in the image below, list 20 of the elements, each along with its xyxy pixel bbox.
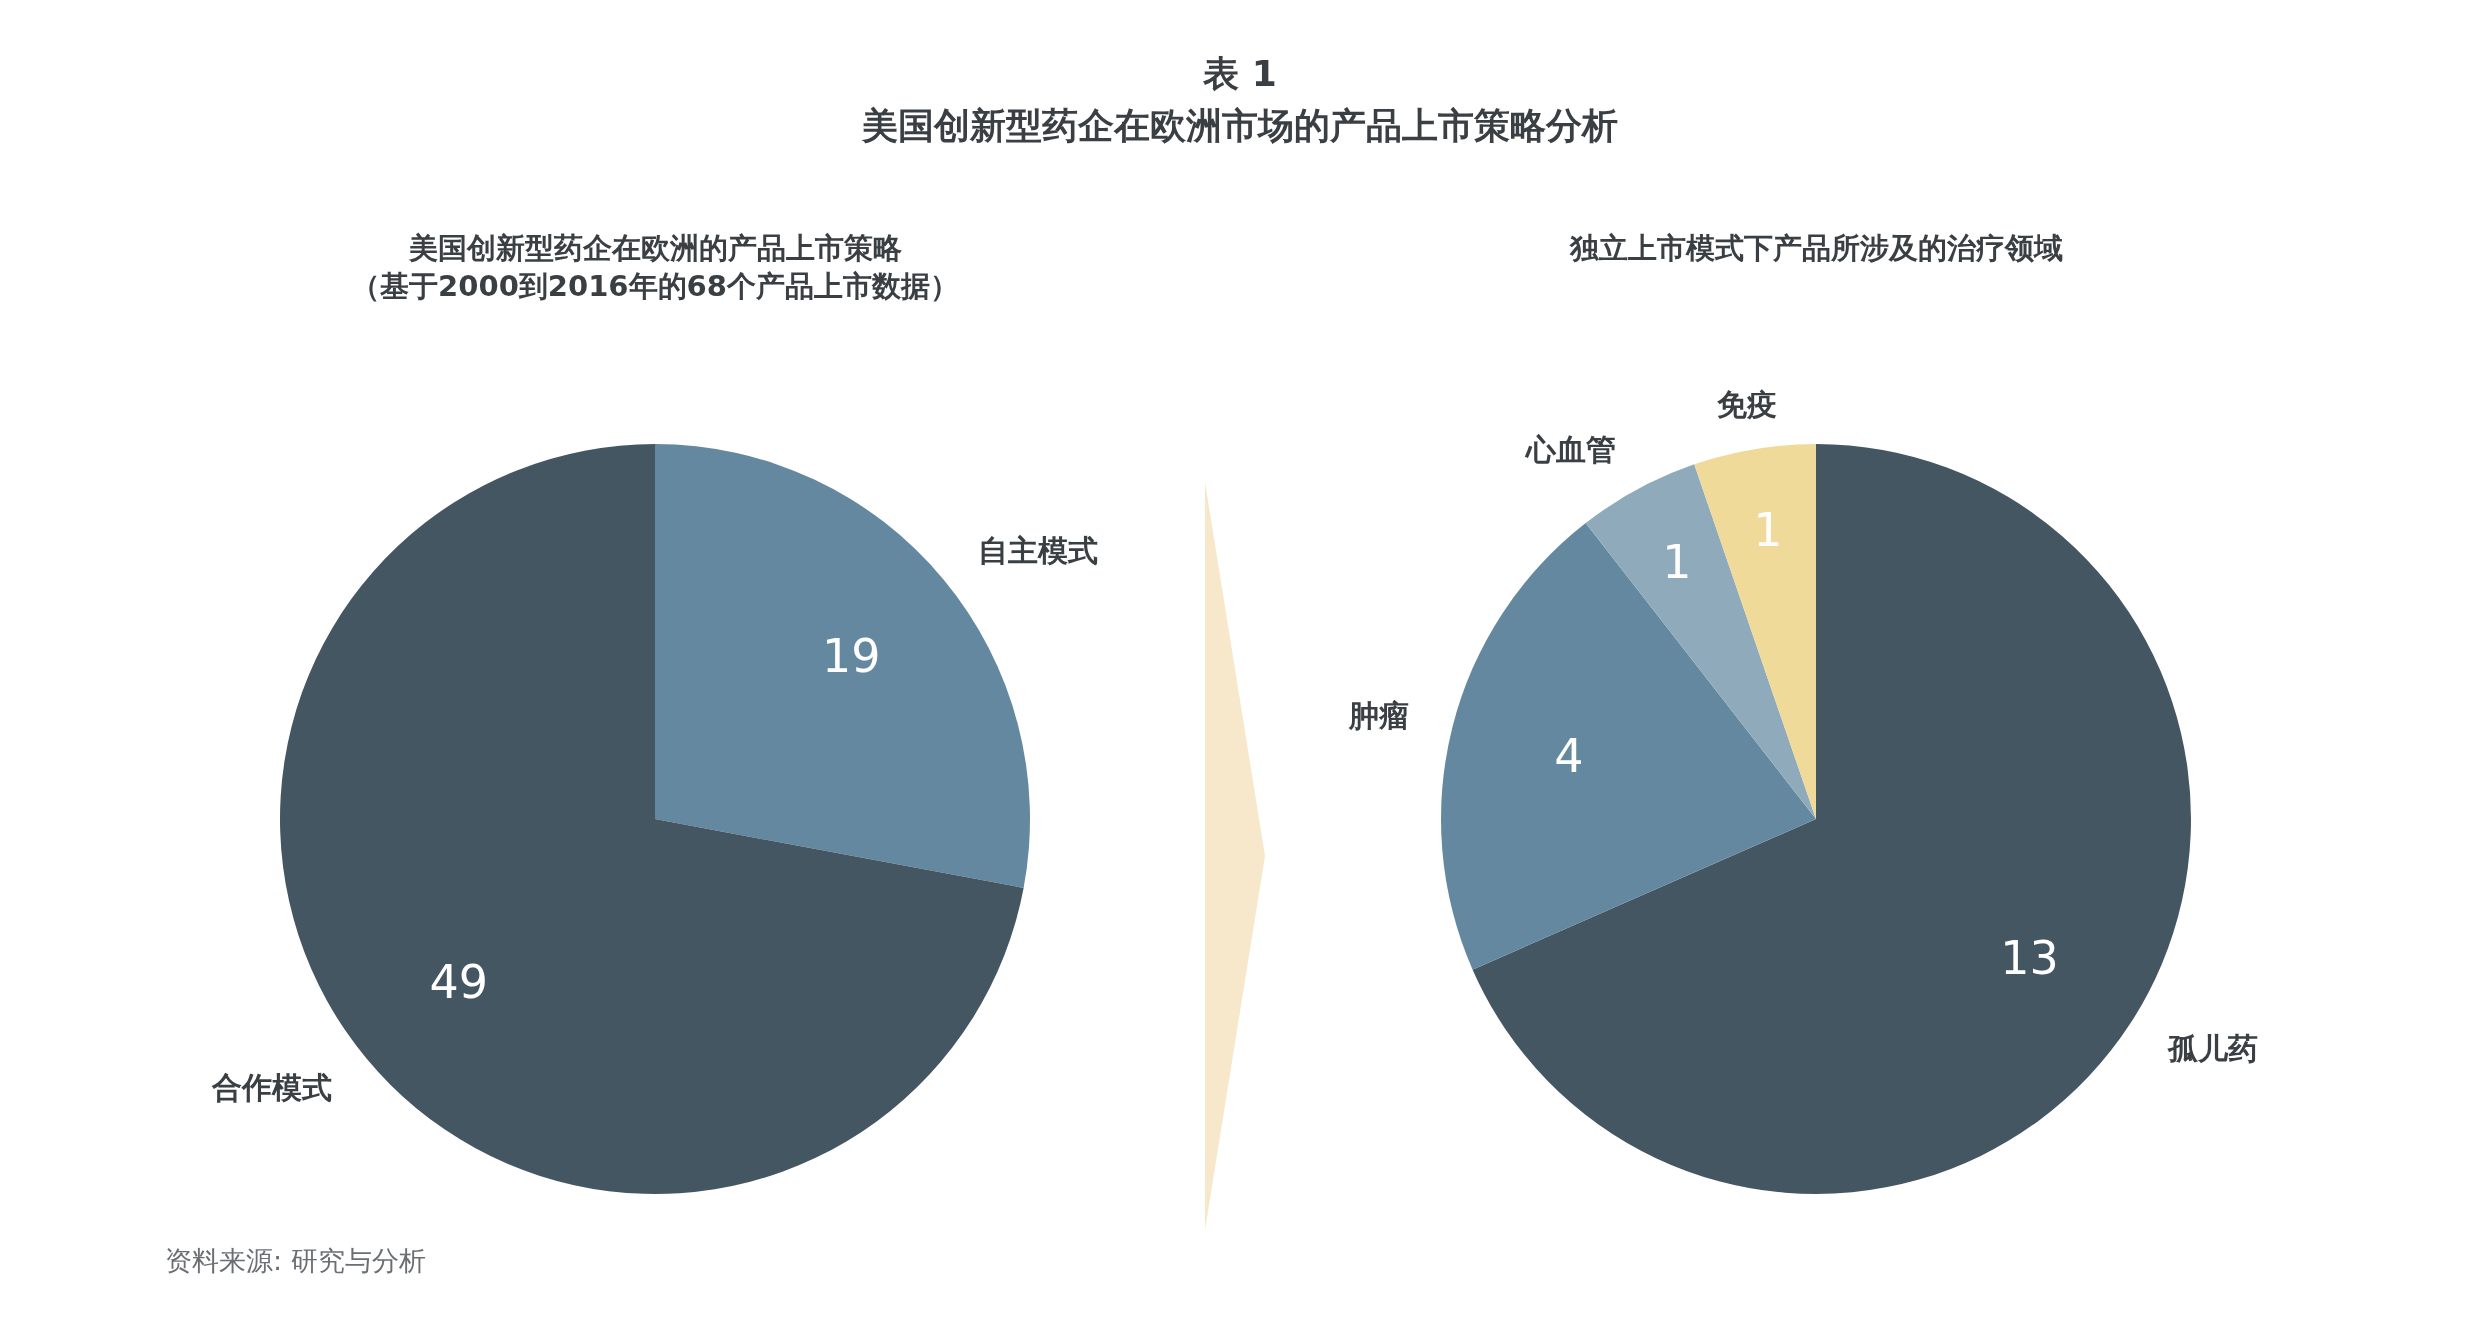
data-label: 19 <box>821 629 881 684</box>
slice-label: 孤儿药 <box>2166 1031 2258 1067</box>
data-label: 49 <box>429 954 489 1009</box>
chart-subtitle: （基于2000到2016年的68个产品上市数据） <box>351 269 959 303</box>
slice-label: 肿瘤 <box>1347 698 1409 734</box>
slice-label: 合作模式 <box>210 1069 332 1105</box>
data-label: 13 <box>2000 931 2059 986</box>
data-label: 4 <box>1554 729 1584 784</box>
text: 美国创新型药企在欧洲市场的产品上市策略分析 <box>861 105 1618 146</box>
slice-label: 自主模式 <box>978 533 1099 569</box>
chart-title: 美国创新型药企在欧洲的产品上市策略 <box>407 231 902 265</box>
text: 表 1 <box>1202 53 1277 94</box>
data-label: 1 <box>1753 503 1783 558</box>
data-label: 1 <box>1662 534 1692 589</box>
chart-title: 独立上市模式下产品所涉及的治疗领域 <box>1568 231 2063 265</box>
pie-slice <box>1694 444 1816 819</box>
slice-label: 心血管 <box>1524 432 1617 468</box>
slice-label: 免疫 <box>1716 387 1777 423</box>
text: 资料来源: 研究与分析 <box>165 1245 426 1276</box>
pie-slice <box>1585 464 1816 819</box>
